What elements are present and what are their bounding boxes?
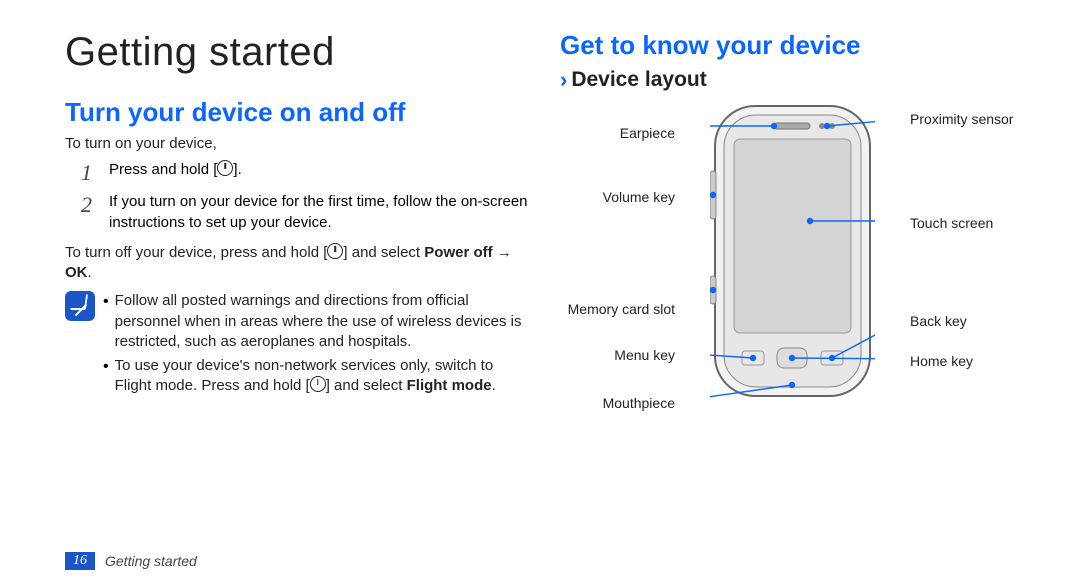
label-menu-key: Menu key [560, 347, 675, 363]
chevron-icon: › [560, 67, 567, 93]
subheading-text: Device layout [571, 68, 706, 92]
note-item-2: • To use your device's non-network servi… [103, 356, 530, 397]
step1-after: ]. [233, 161, 241, 178]
label-touch-screen: Touch screen [910, 215, 993, 231]
turn-off-text: To turn off your device, press and hold … [65, 243, 530, 284]
section2-heading: Get to know your device [560, 30, 1025, 61]
device-diagram: Earpiece Volume key Memory card slot Men… [560, 99, 1020, 429]
step-1-text: Press and hold []. [109, 160, 530, 186]
footer-text: Getting started [105, 553, 197, 569]
page-number-badge: 16 [65, 552, 95, 570]
label-volume-key: Volume key [560, 189, 675, 205]
label-memory-slot: Memory card slot [560, 301, 675, 317]
label-earpiece: Earpiece [560, 125, 675, 141]
step1-before: Press and hold [ [109, 161, 217, 178]
note-icon [65, 291, 95, 321]
page-footer: 16 Getting started [65, 552, 197, 570]
page-title: Getting started [65, 30, 530, 75]
step-2-text: If you turn on your device for the first… [109, 192, 530, 233]
label-proximity: Proximity sensor [910, 111, 1013, 127]
note-1-text: Follow all posted warnings and direction… [115, 291, 530, 352]
step-number: 2 [81, 192, 97, 233]
step-2: 2 If you turn on your device for the fir… [81, 192, 530, 233]
note-item-1: • Follow all posted warnings and directi… [103, 291, 530, 352]
note-box: • Follow all posted warnings and directi… [65, 291, 530, 400]
right-column: Get to know your device › Device layout [560, 30, 1025, 429]
note-list: • Follow all posted warnings and directi… [103, 291, 530, 400]
section2-subheading: › Device layout [560, 67, 1025, 93]
bullet-icon: • [103, 356, 109, 397]
off-before: To turn off your device, press and hold … [65, 244, 327, 261]
step-number: 1 [81, 160, 97, 186]
phone-illustration [710, 101, 875, 401]
off-after: ] and select [343, 244, 424, 261]
label-back-key: Back key [910, 313, 967, 329]
section1-heading: Turn your device on and off [65, 97, 530, 128]
label-mouthpiece: Mouthpiece [560, 395, 675, 411]
label-home-key: Home key [910, 353, 973, 369]
section1-intro: To turn on your device, [65, 134, 530, 154]
power-icon [217, 160, 233, 176]
off-period: . [88, 264, 92, 281]
page-container: Getting started Turn your device on and … [0, 0, 1080, 429]
step-1: 1 Press and hold []. [81, 160, 530, 186]
bullet-icon: • [103, 291, 109, 352]
power-icon [327, 243, 343, 259]
left-column: Getting started Turn your device on and … [65, 30, 530, 429]
note-2-text: To use your device's non-network service… [115, 356, 530, 397]
